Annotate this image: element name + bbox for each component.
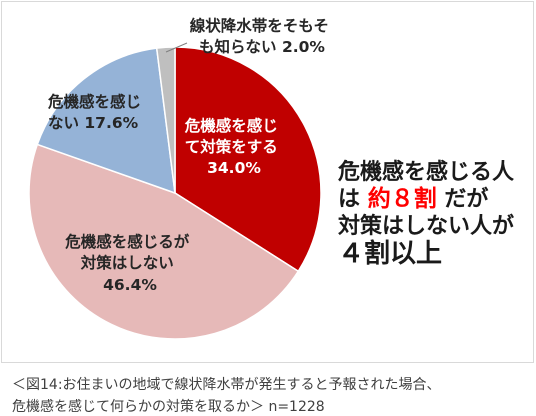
slice-label-1: 危機感を感じ て対策をする 34.0% [185,116,283,177]
pie-slice-1 [174,46,322,272]
pie-slices [28,46,322,340]
slice-label-3: 危機感を感じ ない 17.6% [48,92,146,132]
slice-label-2-value: 46.4% [103,276,157,294]
annotation-line-2-pre: は [338,187,360,212]
slice-label-1-line-2: て対策をする [185,137,278,156]
figure-caption: ＜図14:お住まいの地域で線状降水帯が発生すると予報された場合、 危機感を感じて… [12,377,441,415]
slice-label-3-line-2: ない 17.6% [48,114,139,132]
pie-chart: 危機感を感じ て対策をする 34.0% 危機感を感じるが 対策はしない 46.4… [28,16,335,340]
slice-label-3-line-1: 危機感を感じ [48,92,141,111]
slice-label-1-line-1: 危機感を感じ [185,116,278,135]
annotation-line-2: は 約８割 だが [338,185,488,212]
caption-line-2: 危機感を感じて何らかの対策を取るか＞ n=1228 [12,398,325,415]
slice-label-2: 危機感を感じるが 対策はしない 46.4% [65,232,194,294]
slice-label-4-line-1: 線状降水帯をそもそ [190,16,329,35]
pie-slice-3 [36,47,176,194]
leader-line [165,42,188,53]
annotation-line-3: 対策はしない人が [338,213,514,239]
slice-label-4-line-2: も知らない 2.0% [199,37,325,56]
slice-label-2-line-2: 対策はしない [80,253,174,272]
pie-slice-4 [155,46,176,194]
annotation-line-1: 危機感を感じる人 [338,159,514,185]
slice-label-2-line-1: 危機感を感じるが [65,232,190,251]
annotation-emphasis-no-action: ４割以上 [338,238,442,269]
slice-label-1-value: 34.0% [207,159,261,177]
caption-line-1: ＜図14:お住まいの地域で線状降水帯が発生すると予報された場合、 [12,377,441,393]
annotation-emphasis-aware: 約８割 [368,185,437,212]
slice-label-4: 線状降水帯をそもそ も知らない 2.0% [190,16,335,56]
annotation-line-2-post: だが [444,186,488,212]
annotation: 危機感を感じる人 は 約８割 だが 対策はしない人が ４割以上 [338,159,514,269]
pie-slice-2 [28,143,300,340]
